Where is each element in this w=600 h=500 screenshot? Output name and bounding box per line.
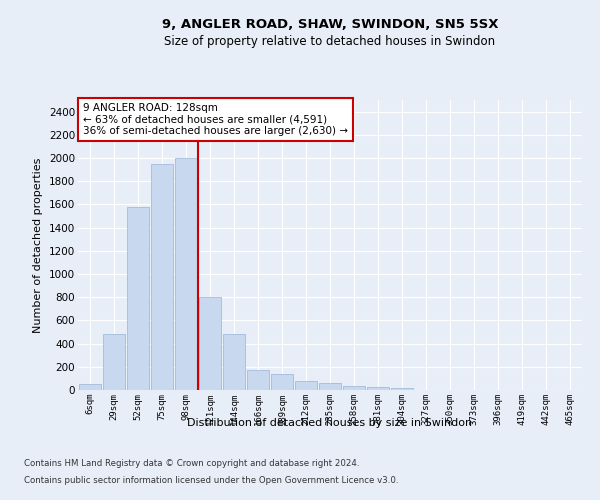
Text: Distribution of detached houses by size in Swindon: Distribution of detached houses by size … [187,418,473,428]
Text: Contains public sector information licensed under the Open Government Licence v3: Contains public sector information licen… [24,476,398,485]
Text: 9, ANGLER ROAD, SHAW, SWINDON, SN5 5SX: 9, ANGLER ROAD, SHAW, SWINDON, SN5 5SX [162,18,498,30]
Bar [175,158,197,390]
Text: Size of property relative to detached houses in Swindon: Size of property relative to detached ho… [164,35,496,48]
Bar [223,334,245,390]
Bar [199,297,221,390]
Bar [367,387,389,390]
Bar [295,382,317,390]
Bar [151,164,173,390]
Bar [127,206,149,390]
Bar [247,370,269,390]
Bar [103,334,125,390]
Bar [271,374,293,390]
Text: Contains HM Land Registry data © Crown copyright and database right 2024.: Contains HM Land Registry data © Crown c… [24,458,359,468]
Text: 9 ANGLER ROAD: 128sqm
← 63% of detached houses are smaller (4,591)
36% of semi-d: 9 ANGLER ROAD: 128sqm ← 63% of detached … [83,103,348,136]
Bar [79,384,101,390]
Y-axis label: Number of detached properties: Number of detached properties [34,158,43,332]
Bar [343,386,365,390]
Bar [319,383,341,390]
Bar [391,388,413,390]
